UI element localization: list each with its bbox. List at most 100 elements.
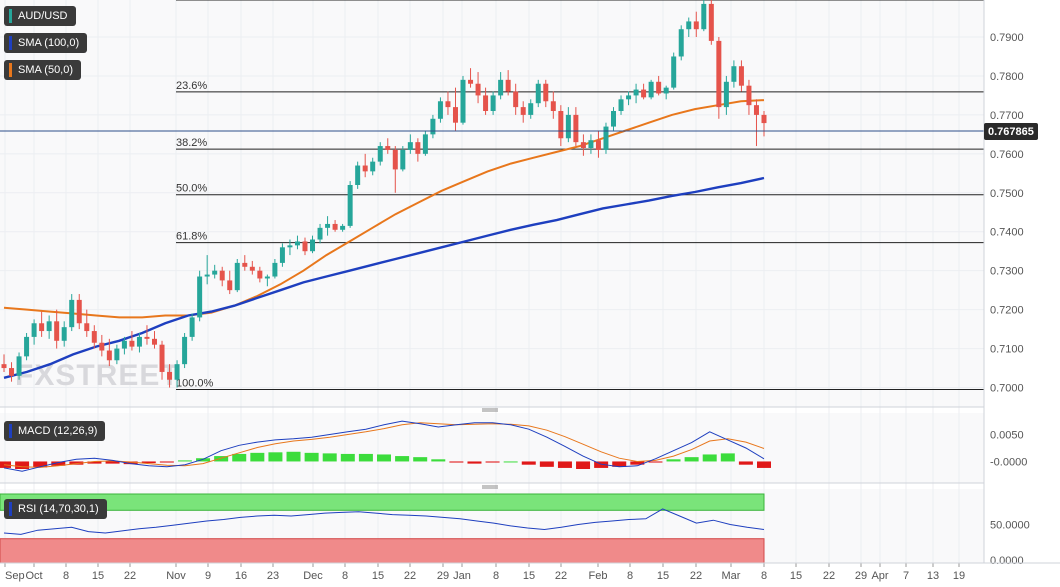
macd-histogram-bar [340, 453, 355, 462]
time-tick-label: 22 [823, 570, 835, 582]
macd-histogram-bar [33, 461, 48, 468]
macd-histogram-bar [51, 461, 66, 466]
candle-body [588, 140, 594, 148]
time-tick-label: 13 [927, 570, 939, 582]
candle-body [16, 356, 22, 376]
time-tick-label: 9 [205, 570, 211, 582]
macd-histogram-bar [69, 461, 84, 465]
legend-label: SMA (50,0) [18, 64, 74, 76]
watermark: FXSTREET [15, 359, 180, 392]
candle-body [257, 270, 263, 279]
candle-body [505, 79, 511, 92]
time-tick-label: 15 [657, 570, 669, 582]
candle-body [242, 262, 248, 267]
macd-histogram-bar [377, 454, 391, 462]
macd-histogram-bar [177, 460, 192, 462]
macd-histogram-bar [630, 461, 645, 465]
macd-histogram-bar [250, 452, 265, 462]
candle-body [279, 247, 285, 263]
candle-body [633, 89, 639, 96]
series-color-swatch [9, 424, 12, 438]
candle-body [437, 101, 443, 119]
panel-resize-handle[interactable] [482, 408, 498, 412]
candle-body [468, 79, 474, 84]
macd-tick-label: 0.0050 [990, 430, 1024, 442]
legend-aud-usd[interactable]: AUD/USD [4, 6, 76, 26]
candle-body [513, 91, 519, 108]
candle-body [264, 276, 270, 279]
candle-body [656, 81, 662, 94]
fib-level-label: 100.0% [176, 377, 214, 389]
legend-sma-100[interactable]: SMA (100,0) [4, 33, 88, 53]
macd-histogram-bar [539, 461, 554, 467]
candle-body [167, 371, 173, 380]
candle-body [106, 350, 112, 361]
candle-body [212, 270, 218, 275]
rsi-tick-label: 0.0000 [990, 555, 1024, 567]
price-tick-label: 0.7100 [990, 344, 1024, 356]
candle-body [159, 344, 165, 372]
macd-histogram-bar [449, 461, 464, 463]
macd-histogram-bar [232, 453, 247, 462]
candle-body [445, 101, 451, 108]
candle-body [475, 83, 481, 96]
candle-body [716, 40, 722, 108]
macd-histogram-bar [105, 461, 120, 464]
time-tick-label: 19 [953, 570, 965, 582]
price-tick-label: 0.7600 [990, 149, 1024, 161]
candle-body [39, 323, 45, 332]
macd-histogram-bar [214, 456, 229, 462]
macd-tick-label: -0.0000 [990, 456, 1027, 468]
candle-body [114, 348, 120, 361]
legend-macd[interactable]: MACD (12,26,9) [4, 421, 106, 441]
candle-body [407, 142, 413, 150]
candle-body [738, 66, 744, 86]
price-tick-label: 0.7700 [990, 110, 1024, 122]
macd-histogram-bar [485, 461, 500, 463]
panel-resize-handle[interactable] [482, 485, 498, 489]
candle-body [392, 149, 398, 170]
time-tick-label: Sep [5, 570, 25, 582]
time-tick-label: Dec [303, 570, 323, 582]
rsi-indicator [0, 493, 765, 564]
legend-sma-50[interactable]: SMA (50,0) [4, 60, 82, 80]
candle-body [701, 3, 707, 30]
time-tick-label: 8 [63, 570, 69, 582]
candle-body [498, 79, 504, 96]
candle-body [121, 340, 127, 349]
legend-rsi[interactable]: RSI (14,70,30,1) [4, 499, 107, 519]
candle-body [76, 299, 82, 324]
time-tick-label: 16 [235, 570, 247, 582]
fib-level-label: 23.6% [176, 80, 207, 92]
main-panel-bg [0, 0, 984, 407]
candle-body [580, 142, 586, 148]
candle-body [204, 274, 210, 277]
candle-body [573, 114, 579, 143]
candle-body [761, 114, 767, 124]
price-tick-label: 0.7000 [990, 383, 1024, 395]
time-tick-label: Apr [871, 570, 888, 582]
legend-label: MACD (12,26,9) [18, 425, 98, 437]
series-color-swatch [9, 63, 12, 77]
candle-body [9, 368, 15, 376]
time-tick-label: 15 [372, 570, 384, 582]
candle-body [648, 81, 654, 98]
candle-body [69, 299, 75, 328]
candle-body [332, 223, 338, 230]
candle-body [61, 327, 67, 341]
candle-body [550, 101, 556, 111]
time-tick-label: 29 [437, 570, 449, 582]
macd-histogram-bar [612, 461, 627, 467]
candle-body [528, 103, 534, 115]
macd-histogram-bar [413, 457, 428, 462]
time-tick-label: 15 [92, 570, 104, 582]
macd-histogram-bar [521, 461, 536, 465]
candle-body [249, 266, 255, 271]
time-tick-label: 8 [627, 570, 633, 582]
time-tick-label: Feb [589, 570, 608, 582]
candle-body [355, 165, 361, 185]
price-axis: 0.7900 0.7800 0.7700 0.7600 0.7500 0.7400 0.73… [990, 32, 1030, 567]
candle-body [24, 336, 30, 357]
time-tick-label: 23 [267, 570, 279, 582]
macd-histogram-bar [395, 456, 410, 462]
